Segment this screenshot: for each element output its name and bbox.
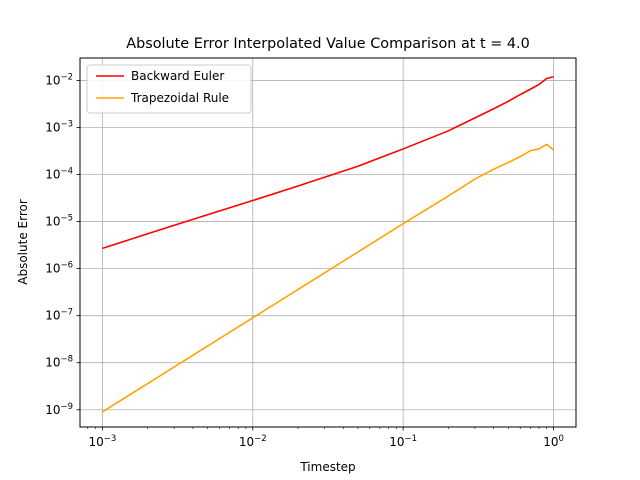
y-tick-label: 10−5: [45, 214, 73, 229]
plot-area-frame: [79, 57, 577, 428]
y-tick-label: 10−8: [45, 355, 73, 370]
legend: Backward Euler Trapezoidal Rule: [86, 64, 252, 114]
y-tick-label: 10−9: [45, 402, 73, 417]
y-tick-label: 10−2: [45, 72, 73, 87]
plot-series: [101, 75, 555, 413]
x-tick-label: 10−2: [239, 434, 267, 449]
x-tick-label: 100: [543, 434, 564, 449]
x-axis-ticks: 10−3 10−2 10−1 100: [87, 427, 564, 449]
y-tick-label: 10−4: [45, 167, 73, 182]
y-axis-label: Absolute Error: [16, 199, 30, 285]
legend-label-trapezoidal-rule: Trapezoidal Rule: [130, 91, 229, 105]
y-tick-label: 10−7: [45, 308, 73, 323]
x-tick-label: 10−3: [88, 434, 116, 449]
legend-label-backward-euler: Backward Euler: [131, 69, 224, 83]
y-axis-ticks: 10−9 10−8 10−7 10−6 10−5 10−4 10−3 10−2: [45, 72, 80, 417]
x-tick-label: 10−1: [389, 434, 417, 449]
x-axis-label: Timestep: [299, 460, 355, 474]
chart-title: Absolute Error Interpolated Value Compar…: [126, 36, 529, 52]
legend-box: [86, 64, 252, 114]
y-tick-label: 10−3: [45, 119, 73, 134]
series-line-trapezoidal-rule: [101, 143, 555, 413]
y-tick-label: 10−6: [45, 261, 73, 276]
series-line-backward-euler: [102, 75, 554, 250]
